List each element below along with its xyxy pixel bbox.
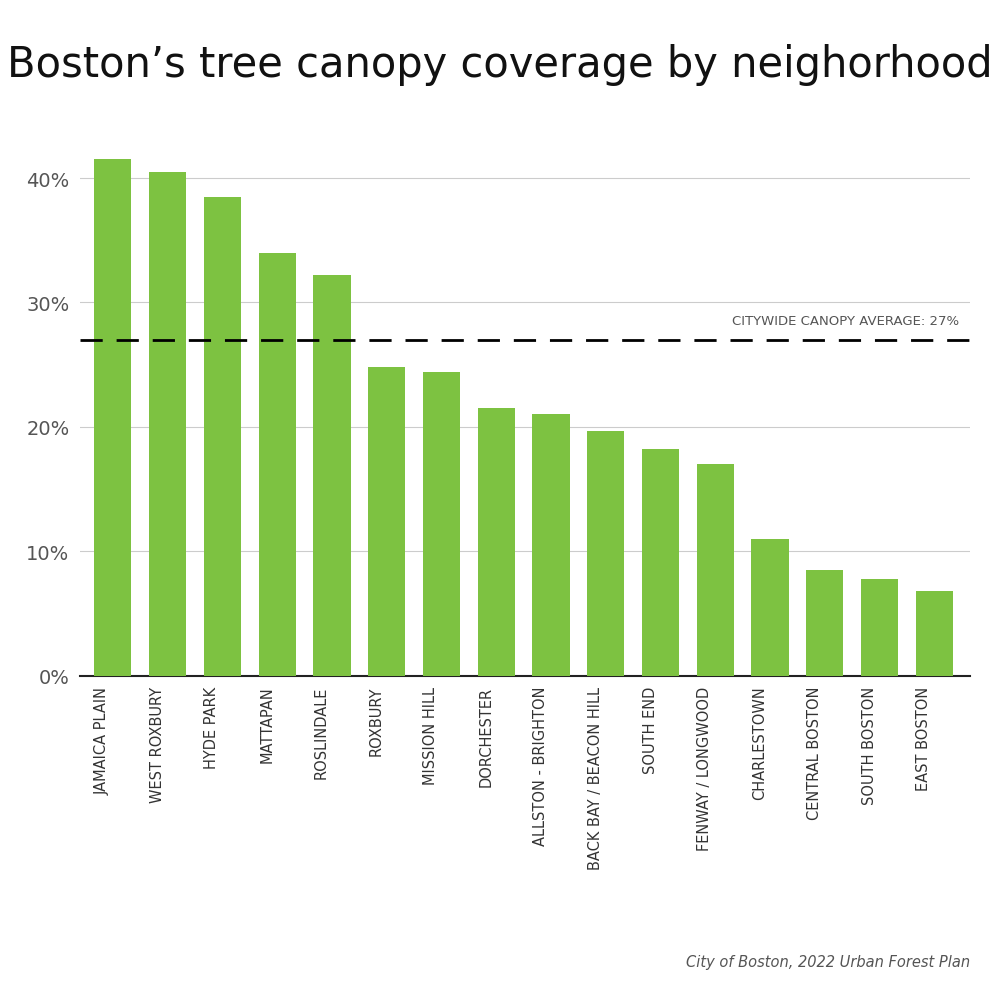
- Bar: [806, 571, 843, 676]
- Text: ALLSTON - BRIGHTON: ALLSTON - BRIGHTON: [533, 686, 548, 845]
- Text: HYDE PARK: HYDE PARK: [204, 686, 219, 768]
- Bar: [259, 253, 296, 676]
- Text: ROXBURY: ROXBURY: [369, 686, 384, 755]
- Text: ROSLINDALE: ROSLINDALE: [314, 686, 329, 778]
- Text: CENTRAL BOSTON: CENTRAL BOSTON: [807, 686, 822, 819]
- Bar: [94, 160, 131, 676]
- Text: MATTAPAN: MATTAPAN: [259, 686, 274, 762]
- Bar: [423, 373, 460, 676]
- Bar: [916, 591, 953, 676]
- Bar: [149, 173, 186, 676]
- Bar: [587, 431, 624, 676]
- Bar: [642, 449, 679, 676]
- Text: BACK BAY / BEACON HILL: BACK BAY / BEACON HILL: [588, 686, 603, 869]
- Text: WEST ROXBURY: WEST ROXBURY: [150, 686, 165, 802]
- Bar: [751, 539, 789, 676]
- Bar: [313, 275, 351, 676]
- Bar: [204, 198, 241, 676]
- Text: DORCHESTER: DORCHESTER: [478, 686, 493, 786]
- Text: Boston’s tree canopy coverage by neighorhood: Boston’s tree canopy coverage by neighor…: [7, 44, 993, 85]
- Text: SOUTH BOSTON: SOUTH BOSTON: [862, 686, 877, 804]
- Bar: [368, 368, 405, 676]
- Bar: [697, 464, 734, 676]
- Text: CITYWIDE CANOPY AVERAGE: 27%: CITYWIDE CANOPY AVERAGE: 27%: [732, 315, 959, 328]
- Text: MISSION HILL: MISSION HILL: [423, 686, 438, 783]
- Text: JAMAICA PLAIN: JAMAICA PLAIN: [95, 686, 110, 794]
- Bar: [532, 415, 570, 676]
- Text: CHARLESTOWN: CHARLESTOWN: [752, 686, 767, 799]
- Text: EAST BOSTON: EAST BOSTON: [916, 686, 931, 790]
- Text: FENWAY / LONGWOOD: FENWAY / LONGWOOD: [697, 686, 712, 850]
- Bar: [478, 409, 515, 676]
- Text: SOUTH END: SOUTH END: [643, 686, 658, 773]
- Text: City of Boston, 2022 Urban Forest Plan: City of Boston, 2022 Urban Forest Plan: [686, 954, 970, 969]
- Bar: [861, 579, 898, 676]
